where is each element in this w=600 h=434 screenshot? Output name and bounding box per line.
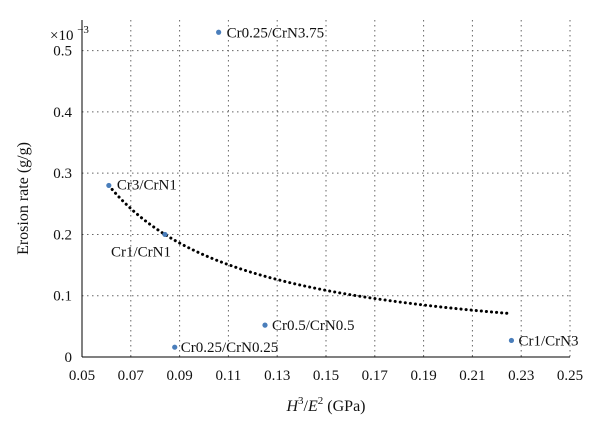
x-axis-title-unit: (GPa) xyxy=(323,398,365,415)
x-tick-label: 0.25 xyxy=(557,368,583,384)
x-tick-label: 0.17 xyxy=(362,368,389,384)
y-tick-label: 0.4 xyxy=(53,105,72,121)
y-tick-label: 0.2 xyxy=(53,227,72,243)
point-labels: Cr0.25/CrN3.75 Cr3/CrN1 Cr1/CrN1 Cr0.5/CrN0… xyxy=(111,25,578,356)
data-point xyxy=(162,231,168,238)
x-axis-title-sep: / xyxy=(304,398,309,415)
y-scale-prefix: ×10 xyxy=(50,28,73,44)
data-point xyxy=(106,182,112,189)
data-point-label: Cr0.5/CrN0.5 xyxy=(272,318,355,334)
trendline-path xyxy=(107,184,513,316)
data-point-label: Cr0.25/CrN3.75 xyxy=(227,25,325,41)
data-point-label: Cr1/CrN1 xyxy=(111,244,171,260)
trendline xyxy=(107,184,513,316)
y-scale-label: ×10 −3 xyxy=(50,24,89,44)
x-axis-title-e: E xyxy=(307,398,318,415)
y-tick-label: 0.5 xyxy=(53,44,72,60)
data-point-label: Cr3/CrN1 xyxy=(117,177,177,193)
data-point-label: Cr1/CrN3 xyxy=(518,333,578,349)
x-tick-label: 0.19 xyxy=(410,368,436,384)
data-point xyxy=(172,344,178,350)
x-tick-label: 0.15 xyxy=(313,368,339,384)
y-scale-exponent: −3 xyxy=(77,24,89,36)
data-point xyxy=(262,322,268,328)
x-axis-title: H3/E2 (GPa) xyxy=(285,395,365,415)
x-tick-label: 0.23 xyxy=(508,368,534,384)
x-tick-label: 0.13 xyxy=(264,368,290,384)
x-tick-label: 0.05 xyxy=(69,368,95,384)
y-axis-title: Erosion rate (g/g) xyxy=(15,142,32,255)
data-points xyxy=(106,29,515,350)
x-axis-title-h-exp: 3 xyxy=(298,395,304,407)
x-axis-title-h: H xyxy=(285,398,299,415)
x-tick-label: 0.07 xyxy=(118,368,145,384)
y-tick-label: 0.1 xyxy=(53,289,72,305)
data-point xyxy=(216,29,222,35)
x-tick-label: 0.11 xyxy=(216,368,242,384)
data-point-label: Cr0.25/CrN0.25 xyxy=(181,340,279,356)
x-axis-title-e-exp: 2 xyxy=(318,395,324,407)
y-tick-label: 0.3 xyxy=(53,166,72,182)
grid-lines xyxy=(82,20,571,357)
x-tick-label: 0.21 xyxy=(459,368,485,384)
data-point xyxy=(508,337,515,344)
y-tick-labels: 0 0.1 0.2 0.3 0.4 0.5 xyxy=(53,44,72,366)
x-tick-label: 0.09 xyxy=(166,368,192,384)
y-tick-label: 0 xyxy=(65,350,73,366)
x-tick-labels: 0.05 0.07 0.09 0.11 0.13 0.15 0.17 0.19 0.21 0.23… xyxy=(69,368,583,384)
